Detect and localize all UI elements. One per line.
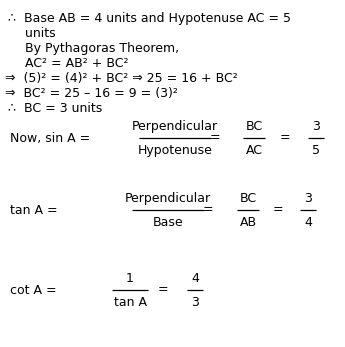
- Text: AC: AC: [246, 144, 263, 156]
- Text: By Pythagoras Theorem,: By Pythagoras Theorem,: [25, 42, 179, 55]
- Text: ∴  BC = 3 units: ∴ BC = 3 units: [8, 102, 102, 115]
- Text: ⇒  BC² = 25 – 16 = 9 = (3)²: ⇒ BC² = 25 – 16 = 9 = (3)²: [5, 87, 178, 100]
- Text: =: =: [209, 132, 220, 144]
- Text: BC: BC: [245, 119, 263, 133]
- Text: tan A: tan A: [114, 296, 147, 308]
- Text: Base: Base: [153, 215, 183, 229]
- Text: 3: 3: [191, 296, 199, 308]
- Text: 5: 5: [312, 144, 320, 156]
- Text: tan A =: tan A =: [10, 203, 62, 217]
- Text: 1: 1: [126, 271, 134, 285]
- Text: 3: 3: [304, 192, 312, 204]
- Text: Perpendicular: Perpendicular: [125, 192, 211, 204]
- Text: =: =: [157, 283, 168, 296]
- Text: AB: AB: [239, 215, 257, 229]
- Text: Hypotenuse: Hypotenuse: [138, 144, 213, 156]
- Text: cot A =: cot A =: [10, 283, 61, 296]
- Text: =: =: [280, 132, 290, 144]
- Text: Perpendicular: Perpendicular: [132, 119, 218, 133]
- Text: ∴  Base AB = 4 units and Hypotenuse AC = 5: ∴ Base AB = 4 units and Hypotenuse AC = …: [8, 12, 291, 25]
- Text: ⇒  (5)² = (4)² + BC² ⇒ 25 = 16 + BC²: ⇒ (5)² = (4)² + BC² ⇒ 25 = 16 + BC²: [5, 72, 238, 85]
- Text: 4: 4: [191, 271, 199, 285]
- Text: Now, sin A =: Now, sin A =: [10, 132, 94, 144]
- Text: 4: 4: [304, 215, 312, 229]
- Text: units: units: [25, 27, 56, 40]
- Text: =: =: [273, 203, 283, 217]
- Text: BC: BC: [239, 192, 257, 204]
- Text: AC² = AB² + BC²: AC² = AB² + BC²: [25, 57, 128, 70]
- Text: =: =: [203, 203, 213, 217]
- Text: 3: 3: [312, 119, 320, 133]
